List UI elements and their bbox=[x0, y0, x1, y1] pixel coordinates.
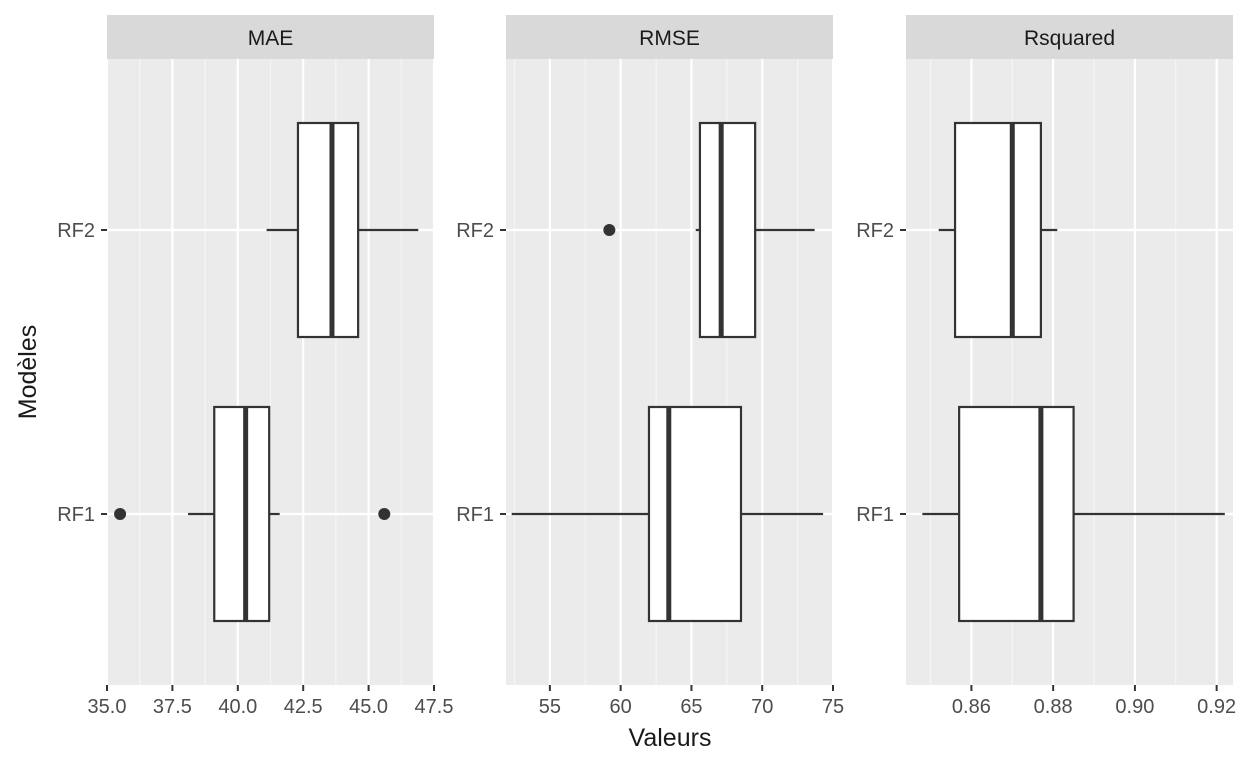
x-tick-label-rsquared: 0.88 bbox=[1034, 696, 1073, 718]
x-tick-label-mae: 35.0 bbox=[88, 696, 127, 718]
facet-title-rmse: RMSE bbox=[639, 27, 700, 50]
box-rmse-rf2 bbox=[698, 121, 757, 339]
y-tick-label-rmse: RF2 bbox=[456, 220, 494, 242]
y-tick-label-rsquared: RF2 bbox=[856, 220, 894, 242]
y-tick-label-mae: RF2 bbox=[57, 220, 95, 242]
facet-strip-rsquared bbox=[906, 15, 1233, 59]
facet-strip-mae bbox=[107, 15, 434, 59]
x-tick-label-rsquared: 0.86 bbox=[952, 696, 991, 718]
outlier-mae-rf1 bbox=[378, 508, 391, 520]
x-axis-title: Valeurs bbox=[629, 724, 712, 752]
box-mae-rf1 bbox=[213, 405, 271, 623]
facet-title-mae: MAE bbox=[248, 27, 294, 50]
x-tick-label-rmse: 75 bbox=[822, 696, 844, 718]
facet-title-rsquared: Rsquared bbox=[1024, 27, 1115, 50]
y-axis-title: Modèles bbox=[14, 325, 42, 420]
box-mae-rf2 bbox=[296, 121, 360, 339]
outlier-rmse-rf2 bbox=[603, 224, 616, 236]
x-tick-label-mae: 40.0 bbox=[218, 696, 257, 718]
box-rsquared-rf1 bbox=[958, 405, 1075, 623]
x-tick-label-rmse: 55 bbox=[539, 696, 561, 718]
x-tick-label-rmse: 65 bbox=[680, 696, 702, 718]
box-rmse-rf1 bbox=[647, 405, 743, 623]
y-tick-label-rmse: RF1 bbox=[456, 504, 494, 526]
y-tick-label-rsquared: RF1 bbox=[856, 504, 894, 526]
facet-strip-rmse bbox=[506, 15, 833, 59]
x-tick-label-rsquared: 0.92 bbox=[1197, 696, 1236, 718]
box-rsquared-rf2 bbox=[953, 121, 1042, 339]
x-tick-label-mae: 47.5 bbox=[415, 696, 454, 718]
x-tick-label-mae: 42.5 bbox=[284, 696, 323, 718]
x-tick-label-rsquared: 0.90 bbox=[1115, 696, 1154, 718]
x-tick-label-mae: 45.0 bbox=[349, 696, 388, 718]
y-tick-label-mae: RF1 bbox=[57, 504, 95, 526]
x-tick-label-rmse: 70 bbox=[751, 696, 773, 718]
x-tick-label-rmse: 60 bbox=[610, 696, 632, 718]
outlier-mae-rf1 bbox=[114, 508, 127, 520]
x-tick-label-mae: 37.5 bbox=[153, 696, 192, 718]
